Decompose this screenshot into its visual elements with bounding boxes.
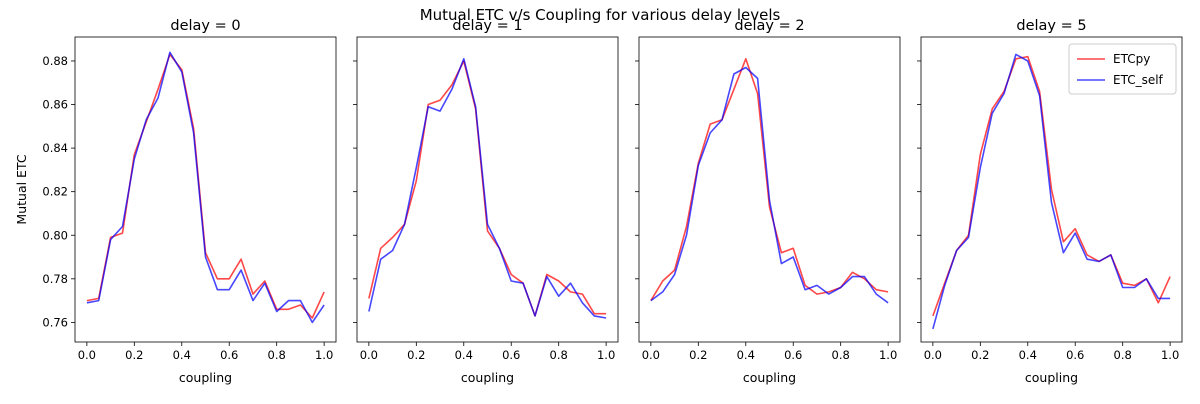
x-tick-label: 0.4	[737, 348, 755, 362]
series-line-etcpy	[650, 57, 889, 302]
x-tick-label: 1.0	[879, 348, 897, 362]
series-line-etc-self	[932, 53, 1171, 330]
subplot-title: delay = 1	[452, 18, 522, 34]
y-tick-label: 0.84	[42, 141, 68, 155]
x-tick-label: 0.0	[78, 348, 96, 362]
series-line-etc-self	[650, 66, 889, 304]
figure-title: Mutual ETC v/s Coupling for various dela…	[420, 6, 781, 24]
y-tick-label: 0.82	[42, 185, 68, 199]
subplot-title: delay = 2	[734, 18, 804, 34]
series-line-etc-self	[86, 51, 325, 324]
x-axis-label: coupling	[743, 370, 796, 385]
subplot-2: delay = 2 0.0 0.2 0.4 0.6 0.8 1.0 coupling	[635, 18, 901, 385]
x-tick-label: 0.6	[220, 348, 238, 362]
x-tick-label: 1.0	[597, 348, 615, 362]
axes-frame	[920, 36, 1183, 343]
y-tick-label: 0.76	[42, 315, 68, 329]
axes-frame	[356, 36, 619, 343]
x-tick-label: 0.2	[689, 348, 707, 362]
x-tick-label: 0.8	[550, 348, 568, 362]
y-tick-label: 0.80	[42, 228, 68, 242]
x-tick-label: 0.4	[455, 348, 473, 362]
legend-label: ETC_self	[1113, 73, 1164, 87]
x-tick-label: 0.4	[1019, 348, 1037, 362]
series-line-etc-self	[368, 57, 607, 319]
x-tick-label: 0.0	[360, 348, 378, 362]
x-tick-label: 0.8	[268, 348, 286, 362]
x-tick-label: 0.2	[971, 348, 989, 362]
y-axis-label: Mutual ETC	[14, 154, 29, 224]
series-line-etcpy	[86, 53, 325, 319]
x-axis-label: coupling	[1025, 370, 1078, 385]
x-tick-label: 0.6	[502, 348, 520, 362]
axes-frame	[638, 36, 901, 343]
legend-box	[1068, 43, 1177, 95]
x-tick-label: 0.8	[832, 348, 850, 362]
x-tick-label: 0.2	[125, 348, 143, 362]
x-axis-label: coupling	[179, 370, 232, 385]
y-tick-label: 0.88	[42, 54, 68, 68]
x-tick-label: 0.6	[784, 348, 802, 362]
x-tick-label: 0.4	[173, 348, 191, 362]
legend-label: ETCpy	[1113, 52, 1150, 66]
series-line-etcpy	[932, 55, 1171, 317]
x-tick-label: 1.0	[315, 348, 333, 362]
x-tick-label: 0.0	[924, 348, 942, 362]
subplot-title: delay = 0	[170, 18, 240, 34]
subplot-title: delay = 5	[1016, 18, 1086, 34]
subplot-3: delay = 5 0.0 0.2 0.4 0.6 0.8 1.0 coupling ETCpy…	[917, 18, 1183, 385]
x-axis-label: coupling	[461, 370, 514, 385]
x-tick-label: 0.6	[1066, 348, 1084, 362]
x-tick-label: 0.0	[642, 348, 660, 362]
legend: ETCpy ETC_self	[1068, 43, 1177, 95]
axes-frame	[74, 36, 337, 343]
x-tick-label: 0.8	[1114, 348, 1132, 362]
subplot-0: delay = 0 0.0 0.2 0.4 0.6 0.8 1.0 0.76 0.78 0.80 0…	[14, 18, 337, 385]
x-tick-label: 0.2	[407, 348, 425, 362]
subplot-1: delay = 1 0.0 0.2 0.4 0.6 0.8 1.0 coupling	[353, 18, 619, 385]
series-line-etcpy	[368, 60, 607, 317]
x-tick-label: 1.0	[1161, 348, 1179, 362]
y-tick-label: 0.86	[42, 98, 68, 112]
y-tick-label: 0.78	[42, 272, 68, 286]
